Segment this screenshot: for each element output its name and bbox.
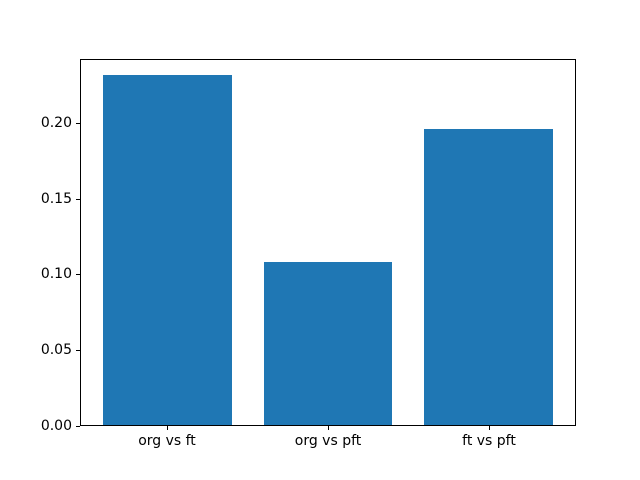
x-tick-label-ft-vs-pft: ft vs pft xyxy=(462,433,516,449)
plot-area xyxy=(80,59,576,426)
bar-ft-vs-pft xyxy=(424,129,553,425)
y-tick-mark xyxy=(76,199,80,200)
y-tick-mark xyxy=(76,274,80,275)
y-tick-label: 0.20 xyxy=(40,115,72,131)
x-tick-mark xyxy=(489,426,490,430)
bars-container xyxy=(81,60,575,425)
x-tick-label-org-vs-pft: org vs pft xyxy=(294,433,362,449)
y-tick-label: 0.10 xyxy=(40,266,72,282)
y-tick-label: 0.15 xyxy=(40,191,72,207)
x-tick-mark xyxy=(328,426,329,430)
bar-org-vs-pft xyxy=(263,262,393,425)
x-tick-mark xyxy=(167,426,168,430)
x-tick-label-org-vs-ft: org vs ft xyxy=(138,433,196,449)
y-tick-label: 0.05 xyxy=(40,342,72,358)
y-tick-mark xyxy=(76,123,80,124)
y-tick-label: 0.00 xyxy=(40,418,72,434)
y-tick-mark xyxy=(76,350,80,351)
bar-org-vs-ft xyxy=(103,75,232,425)
y-tick-mark xyxy=(76,426,80,427)
